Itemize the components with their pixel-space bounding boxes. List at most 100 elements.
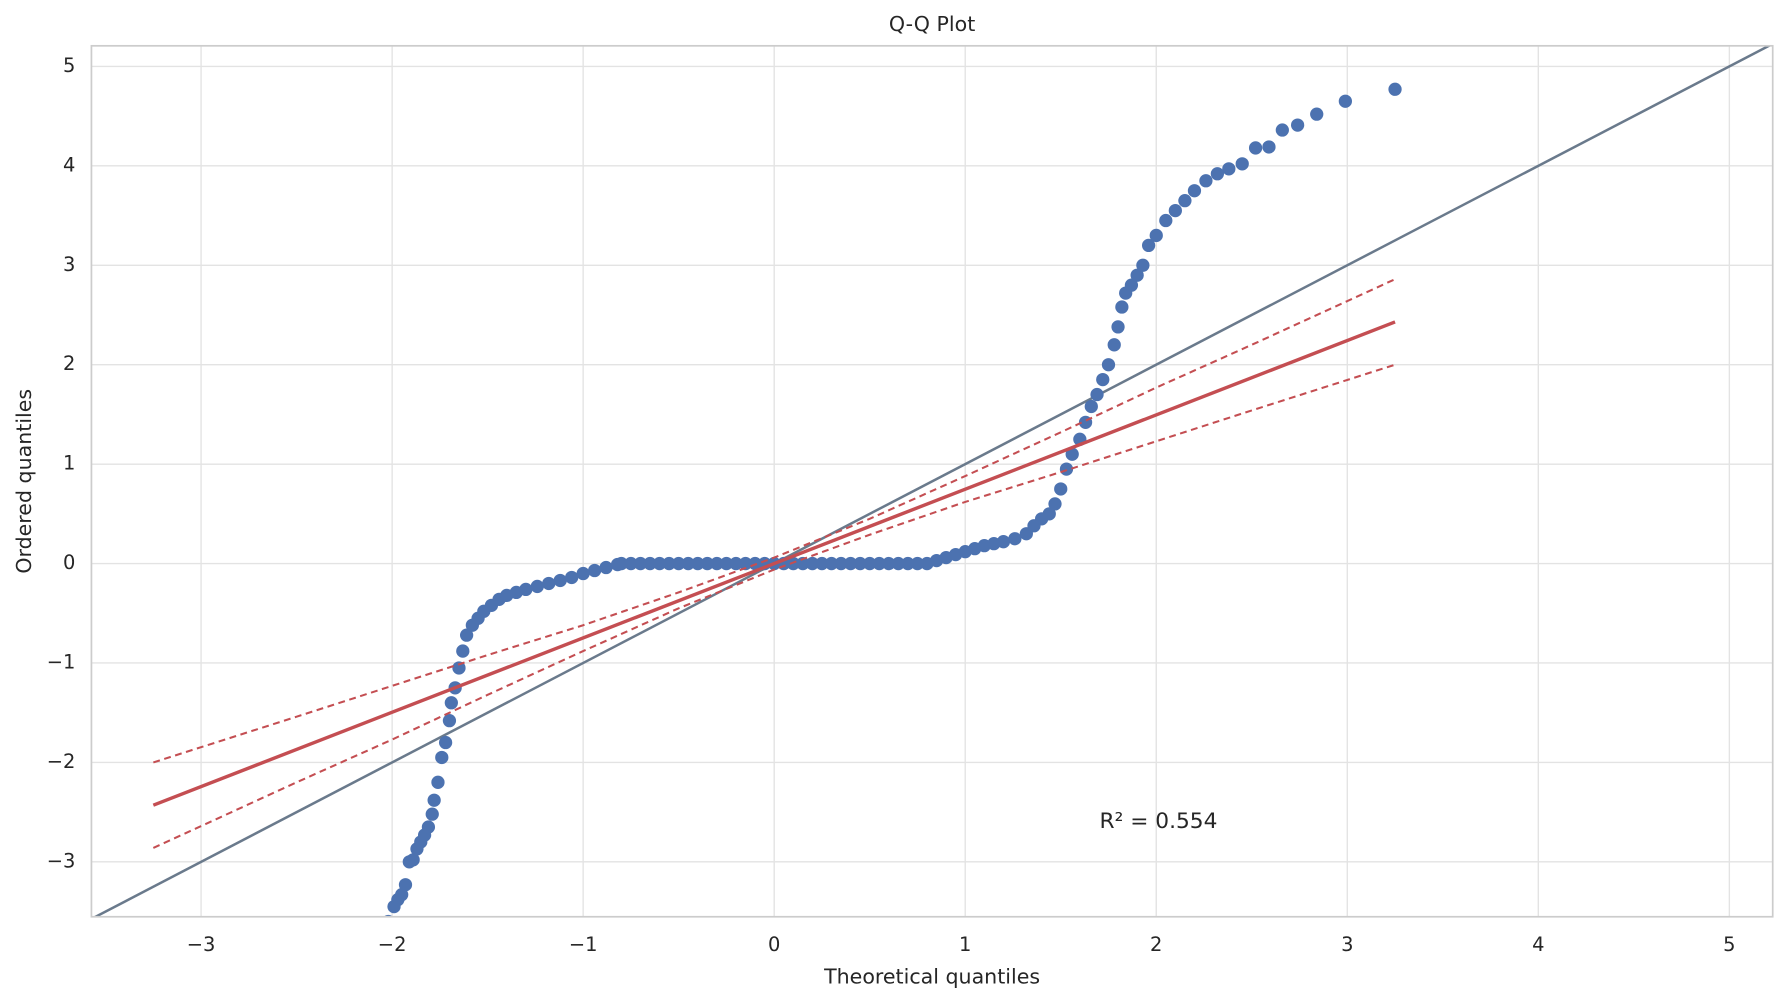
point — [882, 556, 896, 571]
x-tick-label: 4 — [1532, 933, 1544, 956]
point — [729, 556, 743, 571]
point — [691, 556, 705, 571]
point — [1124, 278, 1139, 292]
point — [1115, 300, 1129, 314]
y-tick-label: −2 — [47, 750, 76, 773]
y-tick-label: 2 — [63, 352, 75, 375]
y-tick-label: 1 — [63, 452, 75, 475]
point — [565, 570, 579, 585]
point — [662, 556, 676, 571]
point — [1275, 123, 1289, 137]
point — [425, 807, 439, 821]
point — [1310, 107, 1324, 121]
point — [996, 535, 1011, 549]
point — [805, 556, 820, 571]
point — [1262, 140, 1276, 154]
point — [672, 556, 686, 571]
point — [891, 556, 905, 571]
chart-title: Q-Q Plot — [889, 12, 975, 36]
y-tick-label: −1 — [47, 650, 76, 673]
point — [1107, 338, 1121, 352]
point — [576, 566, 590, 581]
plot-area — [92, 45, 1772, 917]
point — [1042, 507, 1056, 521]
point — [614, 556, 628, 571]
x-tick-label: 2 — [1150, 933, 1162, 956]
point — [1210, 167, 1225, 181]
point — [452, 661, 466, 675]
point — [633, 556, 648, 571]
point — [519, 582, 533, 597]
point — [843, 556, 858, 571]
x-tick-label: −1 — [569, 933, 598, 956]
point — [1048, 497, 1062, 511]
point — [1136, 258, 1150, 272]
point — [398, 878, 413, 892]
point — [719, 556, 734, 571]
point — [599, 560, 613, 575]
x-tick-label: −3 — [187, 933, 216, 956]
point — [624, 556, 638, 571]
point — [459, 628, 474, 642]
point — [1199, 174, 1213, 188]
point — [872, 556, 886, 571]
point — [1178, 194, 1192, 208]
point — [643, 556, 657, 571]
point — [901, 556, 915, 571]
y-tick-label: −3 — [47, 849, 76, 872]
point — [1290, 118, 1305, 132]
point — [710, 556, 724, 571]
point — [1059, 462, 1074, 476]
x-tick-label: 5 — [1723, 933, 1735, 956]
point — [824, 556, 839, 571]
point — [910, 556, 925, 571]
point — [1130, 268, 1144, 282]
point — [542, 576, 556, 591]
fit-line — [152, 320, 1396, 807]
point — [1084, 399, 1098, 414]
x-tick-label: −2 — [378, 933, 407, 956]
point — [587, 563, 602, 578]
point — [796, 556, 810, 571]
y-tick-label: 3 — [63, 253, 75, 276]
point — [738, 556, 753, 571]
point — [700, 556, 714, 571]
point — [1235, 157, 1249, 171]
point — [863, 556, 877, 571]
confidence-upper — [153, 278, 1396, 764]
point — [1008, 532, 1022, 546]
point — [421, 820, 436, 834]
point — [406, 853, 420, 867]
annotation: R² = 0.554 — [1100, 809, 1218, 834]
point — [442, 714, 457, 728]
reference-line — [92, 45, 1772, 917]
point — [431, 775, 445, 789]
x-axis-label: Theoretical quantiles — [823, 964, 1040, 988]
point — [1159, 213, 1173, 228]
point — [1111, 320, 1125, 334]
point — [1090, 387, 1104, 402]
point — [438, 735, 453, 750]
y-tick-label: 4 — [63, 153, 75, 176]
point — [1054, 482, 1068, 496]
point — [1096, 372, 1110, 387]
point — [1248, 141, 1263, 155]
point — [681, 556, 695, 571]
y-axis-label: Ordered quantiles — [12, 389, 36, 574]
point — [1101, 358, 1116, 372]
point — [1388, 82, 1402, 96]
point — [456, 644, 470, 658]
point — [815, 556, 829, 571]
y-tick-label: 5 — [63, 54, 75, 77]
x-tick-label: 1 — [959, 933, 971, 956]
x-tick-label: 3 — [1341, 933, 1353, 956]
confidence-lower — [152, 363, 1396, 849]
point — [1141, 238, 1156, 253]
point — [395, 888, 409, 902]
point — [427, 793, 441, 807]
point — [1168, 203, 1182, 218]
point — [652, 556, 667, 571]
point — [853, 556, 867, 571]
x-tick-label: 0 — [768, 933, 780, 956]
